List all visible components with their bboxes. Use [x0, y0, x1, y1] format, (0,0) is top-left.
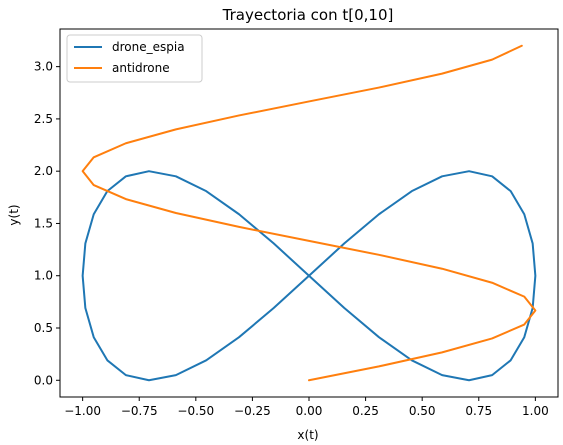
series-line-drone-espia [81, 170, 537, 382]
y-tick-label: 3.0 [34, 60, 53, 74]
x-tick-label: −1.00 [64, 404, 101, 418]
series-line-antidrone [81, 44, 537, 382]
y-tick-label: 0.5 [34, 321, 53, 335]
y-axis-label: y(t) [7, 204, 21, 225]
y-tick-label: 2.5 [34, 112, 53, 126]
x-tick-label: 0.75 [465, 404, 492, 418]
y-tick-label: 2.0 [34, 164, 53, 178]
y-tick-label: 1.0 [34, 269, 53, 283]
x-tick-label: −0.50 [177, 404, 214, 418]
y-tick-label: 0.0 [34, 373, 53, 387]
legend-label-drone-espia: drone_espia [112, 40, 185, 54]
chart-title: Trayectoria con t[0,10] [222, 6, 394, 24]
x-tick-label: −0.25 [234, 404, 271, 418]
legend-label-antidrone: antidrone [112, 61, 170, 75]
x-tick-label: −0.75 [121, 404, 158, 418]
x-axis-label: x(t) [297, 428, 318, 442]
legend: drone_espia antidrone [66, 34, 203, 83]
plot-area [59, 28, 559, 398]
x-tick-label: 0.25 [352, 404, 379, 418]
x-tick-label: 1.00 [522, 404, 549, 418]
x-tick-label: 0.50 [409, 404, 436, 418]
plot-background [60, 29, 558, 397]
y-tick-label: 1.5 [34, 216, 53, 230]
x-axis: −1.00 −0.75 −0.50 −0.25 0.00 0.25 0.50 0.75 1.00 [64, 397, 549, 418]
x-tick-label: 0.00 [296, 404, 323, 418]
y-axis: 0.0 0.5 1.0 1.5 2.0 2.5 3.0 [34, 60, 60, 387]
